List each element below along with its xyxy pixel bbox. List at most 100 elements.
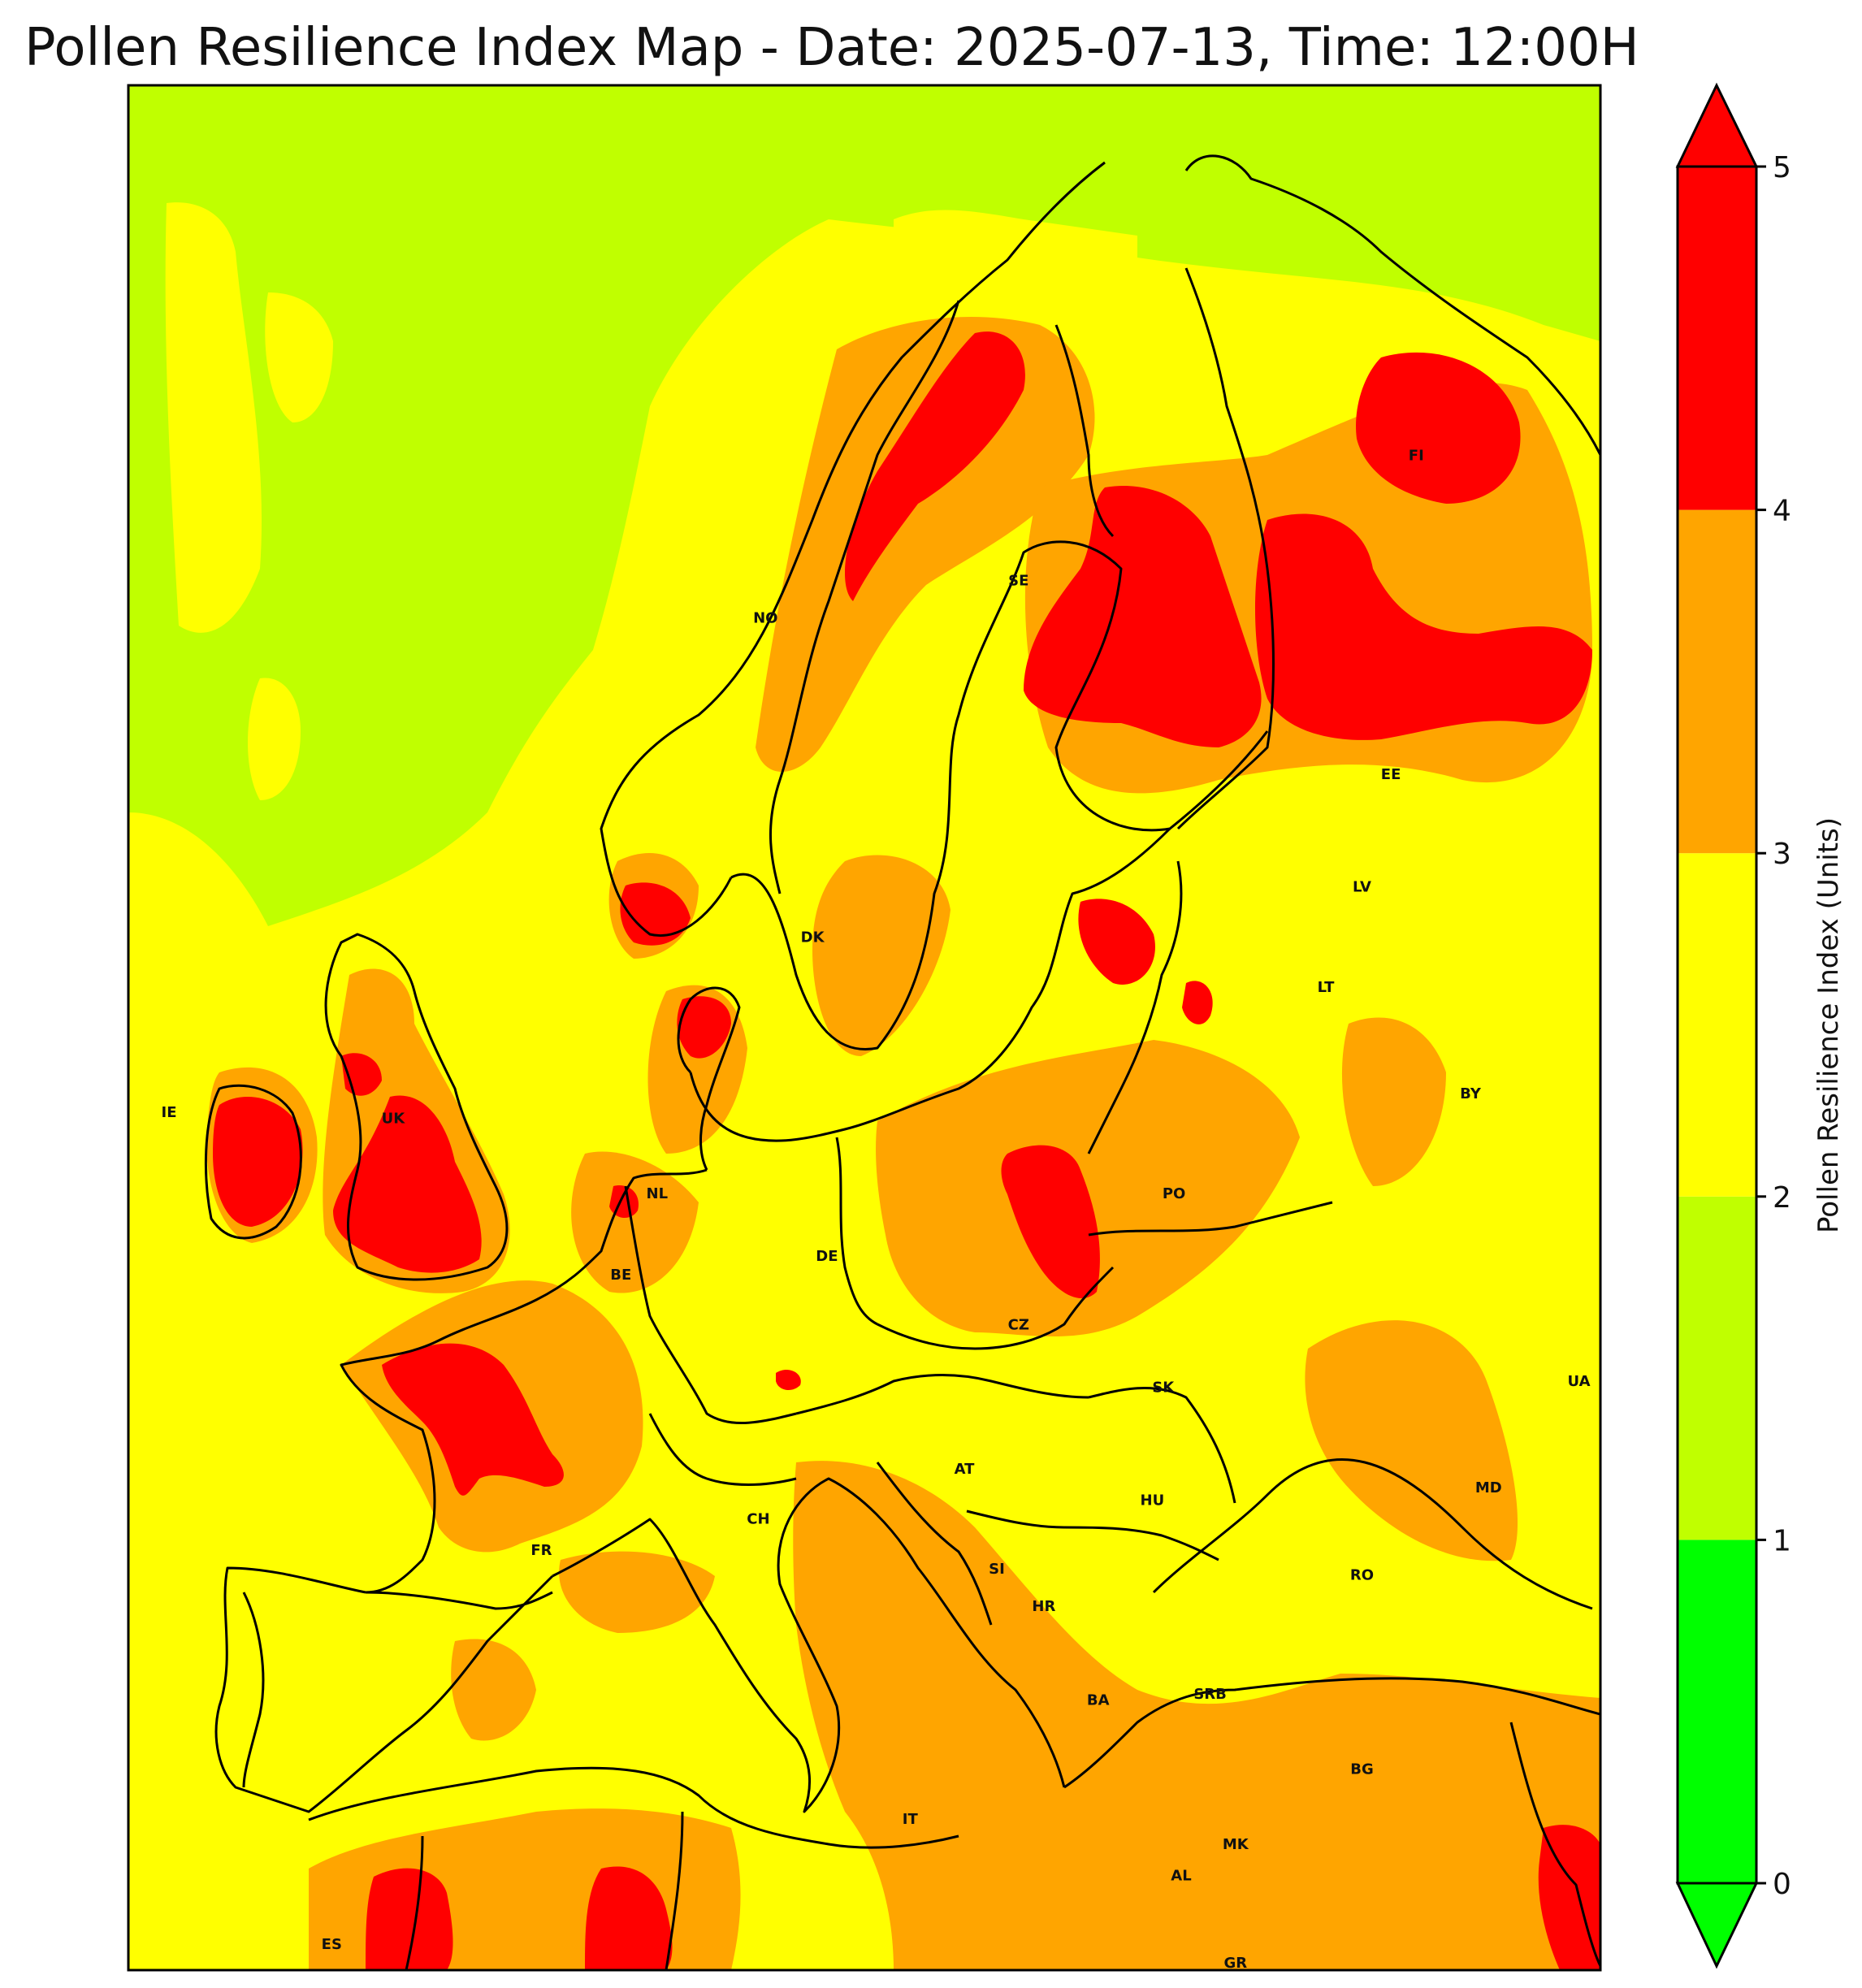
red-area-france xyxy=(382,1343,564,1496)
colorbar-segment-1-2 xyxy=(1678,1196,1756,1540)
colorbar-label: Pollen Resilience Index (Units) xyxy=(1812,817,1845,1233)
red-area-finland xyxy=(1024,486,1262,747)
country-label-lt: LT xyxy=(1318,979,1335,996)
country-label-gr: GR xyxy=(1223,1955,1247,1972)
country-label-al: AL xyxy=(1171,1867,1191,1884)
colorbar-segment-3-4 xyxy=(1678,509,1756,854)
yellow-area-atlantic-4 xyxy=(471,975,536,1081)
red-area-karelia xyxy=(1255,513,1592,740)
red-area-algeria xyxy=(366,1868,453,1970)
red-area-turkey-east xyxy=(1538,1825,1600,1970)
border-north-africa xyxy=(405,1835,424,1970)
border-central-south xyxy=(795,1374,1089,1415)
orange-area-scandes xyxy=(756,317,1095,772)
yellow-area-atlantic-1 xyxy=(165,202,262,633)
red-area-ireland xyxy=(213,1097,303,1227)
border-pyrenees xyxy=(365,1591,553,1610)
colorbar-tick-label: 1 xyxy=(1773,1524,1791,1557)
colorbar-tick-label: 4 xyxy=(1773,495,1791,528)
country-label-sk: SK xyxy=(1152,1379,1175,1397)
border-danube-balkans xyxy=(966,1509,1219,1561)
red-area-poland xyxy=(1001,1145,1100,1299)
red-area-britain xyxy=(333,1095,482,1273)
country-label-ch: CH xyxy=(747,1510,769,1527)
border-baltics-belarus xyxy=(1087,860,1183,1154)
red-area-latvia xyxy=(1182,981,1213,1024)
red-area-denmark xyxy=(677,996,731,1059)
coastline-baltic-east xyxy=(689,827,1171,1142)
colorbar-extend-low xyxy=(1675,1882,1759,1969)
colorbar-segment-0-1 xyxy=(1678,1540,1756,1883)
border-turkey-east xyxy=(1509,1722,1600,1967)
country-label-md: MD xyxy=(1475,1479,1502,1496)
red-area-austria xyxy=(776,1369,801,1391)
border-romania-ukraine xyxy=(1088,1386,1236,1504)
orange-area-sweden-east xyxy=(812,855,950,1056)
orange-area-balkans xyxy=(793,1461,1600,1970)
country-label-at: AT xyxy=(955,1461,976,1478)
country-label-hu: HU xyxy=(1141,1492,1165,1509)
orange-area-italy-north xyxy=(559,1551,715,1633)
red-area-norway-southwest xyxy=(620,882,691,946)
coastline-britain xyxy=(324,933,509,1281)
country-label-srb: SRB xyxy=(1193,1686,1227,1703)
border-alps xyxy=(648,1413,797,1486)
red-area-norway-north xyxy=(845,331,1025,601)
coastline-northsea-continent xyxy=(340,1168,708,1594)
country-label-bg: BG xyxy=(1350,1761,1374,1778)
coastline-ireland xyxy=(204,1084,302,1240)
orange-area-benelux xyxy=(571,1151,699,1293)
country-label-be: BE xyxy=(610,1267,631,1284)
colorbar-frame xyxy=(1676,165,1758,1885)
coastline-north-africa xyxy=(308,1766,959,1849)
border-sweden-finland xyxy=(1054,324,1115,538)
country-label-ee: EE xyxy=(1381,766,1401,783)
country-label-ro: RO xyxy=(1350,1567,1374,1584)
pollen-level-4-5-areas xyxy=(213,331,1600,1970)
country-label-se: SE xyxy=(1008,572,1028,589)
country-label-si: SI xyxy=(989,1561,1005,1578)
country-label-fi: FI xyxy=(1409,447,1424,464)
map-title: Pollen Resilience Index Map - Date: 2025… xyxy=(24,18,1639,78)
border-tunisia-libya xyxy=(665,1811,684,1970)
country-label-ba: BA xyxy=(1087,1692,1110,1709)
coastline-blacksea xyxy=(1152,1457,1593,1610)
coastline-iberia xyxy=(214,1566,554,1813)
coastlines-and-borders xyxy=(204,154,1600,1970)
colorbar-tick-label: 5 xyxy=(1773,151,1791,184)
red-area-tunisia xyxy=(585,1866,673,1970)
coastline-sweden-finland xyxy=(730,540,1269,1050)
map-frame xyxy=(127,84,1602,1972)
country-label-ua: UA xyxy=(1568,1373,1591,1390)
colorbar-ticks: 0 1 2 3 4 5 xyxy=(1756,151,1791,1901)
coastline-jutland xyxy=(677,986,741,1171)
border-spain-portugal xyxy=(242,1592,265,1788)
colorbar-tick-label: 3 xyxy=(1773,838,1791,871)
country-label-cz: CZ xyxy=(1008,1317,1029,1334)
country-label-lv: LV xyxy=(1353,879,1371,896)
yellow-area-atlantic-3 xyxy=(265,292,333,422)
colorbar-tick-label: 2 xyxy=(1773,1181,1791,1215)
country-label-fr: FR xyxy=(530,1542,552,1559)
border-poland-south xyxy=(877,1266,1115,1350)
orange-area-ukraine-east xyxy=(1305,1320,1518,1561)
border-belarus-ukraine xyxy=(1088,1201,1333,1237)
yellow-area-atlantic-2 xyxy=(248,678,301,800)
red-area-estonia xyxy=(1078,899,1155,985)
country-label-pt: PT xyxy=(158,1973,180,1988)
colorbar-extend-high xyxy=(1675,82,1759,168)
country-label-by: BY xyxy=(1460,1085,1482,1102)
country-label-nl: NL xyxy=(647,1185,669,1202)
border-finland-russia xyxy=(1176,267,1275,830)
coastline-kola-arctic xyxy=(1184,154,1600,456)
orange-area-russia-east xyxy=(1341,1017,1446,1186)
country-label-uk: UK xyxy=(382,1111,406,1128)
country-label-es: ES xyxy=(322,1936,342,1953)
border-yugoslav xyxy=(876,1462,993,1626)
orange-area-central-east xyxy=(876,1040,1300,1336)
colorbar-tick-label: 0 xyxy=(1773,1868,1791,1901)
country-label-hr: HR xyxy=(1032,1598,1055,1615)
country-label-it: IT xyxy=(903,1811,919,1828)
country-label-ie: IE xyxy=(162,1104,177,1121)
colorbar-segments xyxy=(1678,167,1756,1883)
